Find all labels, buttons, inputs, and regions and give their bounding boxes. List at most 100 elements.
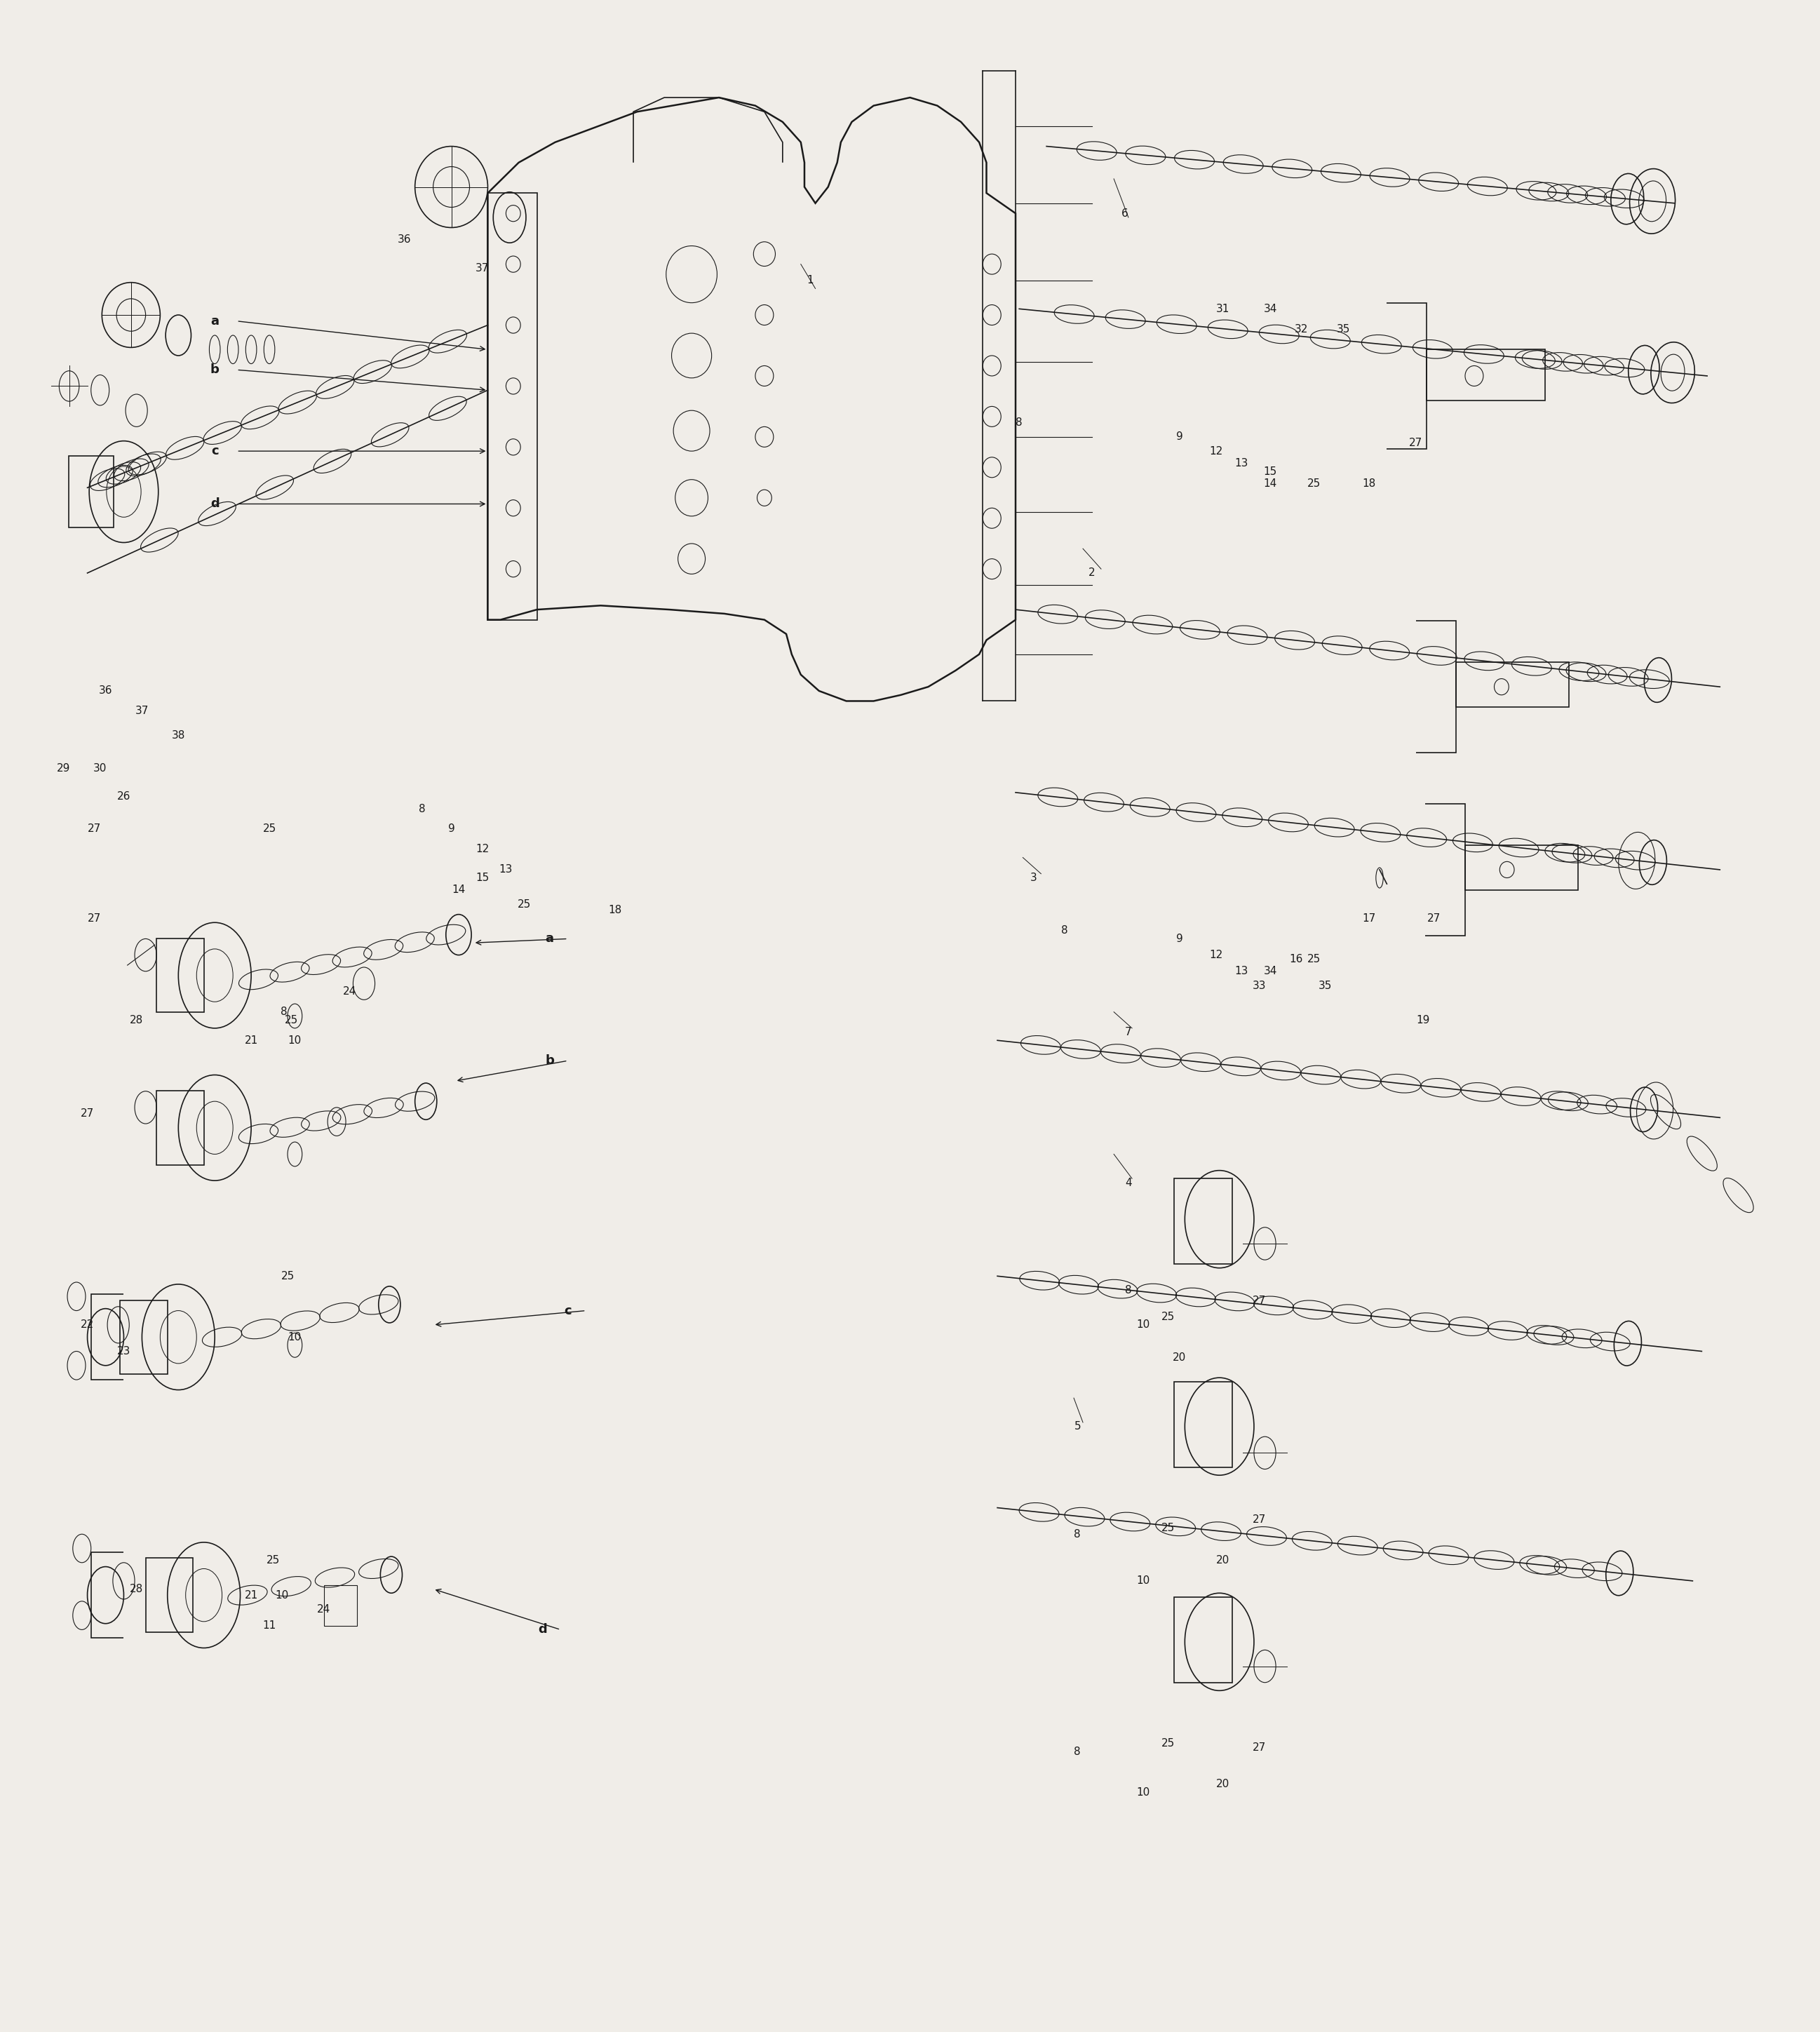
Bar (1456, 662, 1569, 707)
Text: 2: 2 (1088, 567, 1096, 579)
Text: 7: 7 (1125, 1026, 1132, 1038)
Text: 13: 13 (1234, 965, 1249, 977)
Text: 32: 32 (1294, 323, 1309, 335)
Text: 27: 27 (87, 912, 102, 925)
Text: 21: 21 (244, 1034, 258, 1046)
Text: 28: 28 (129, 1014, 144, 1026)
Bar (1174, 1382, 1232, 1467)
Text: 24: 24 (317, 1603, 331, 1615)
Bar (120, 1300, 167, 1374)
Text: 27: 27 (1252, 1294, 1267, 1307)
Text: 8: 8 (1061, 925, 1068, 937)
Text: 10: 10 (1136, 1575, 1150, 1587)
Text: 25: 25 (517, 898, 531, 910)
Text: 35: 35 (1336, 323, 1350, 335)
Bar (157, 1091, 204, 1164)
Text: 6: 6 (1121, 207, 1128, 219)
Text: 13: 13 (499, 864, 513, 876)
Bar (1465, 845, 1578, 890)
Text: 9: 9 (448, 823, 455, 835)
Text: 8: 8 (280, 1006, 288, 1018)
Text: 27: 27 (87, 823, 102, 835)
Text: 25: 25 (284, 1014, 298, 1026)
Text: 27: 27 (1427, 912, 1441, 925)
Text: 23: 23 (116, 1345, 131, 1357)
Text: b: b (546, 1055, 553, 1067)
Text: c: c (564, 1305, 571, 1317)
Text: 10: 10 (288, 1331, 302, 1343)
Text: 27: 27 (1252, 1514, 1267, 1526)
Text: 25: 25 (266, 1554, 280, 1567)
Text: 10: 10 (275, 1589, 289, 1601)
Text: 18: 18 (1361, 478, 1376, 490)
Text: 14: 14 (451, 884, 466, 896)
Text: d: d (539, 1624, 546, 1636)
Text: 5: 5 (1074, 1420, 1081, 1433)
Text: 38: 38 (171, 729, 186, 742)
Text: 25: 25 (1161, 1737, 1176, 1750)
Text: 27: 27 (80, 1107, 95, 1120)
Text: 15: 15 (1263, 465, 1278, 478)
Text: 27: 27 (1409, 437, 1423, 449)
Bar (1174, 1597, 1232, 1682)
Text: 10: 10 (288, 1034, 302, 1046)
Text: 33: 33 (1252, 979, 1267, 992)
Text: 34: 34 (1263, 303, 1278, 315)
Text: 8: 8 (1016, 417, 1023, 429)
Text: 12: 12 (475, 843, 490, 855)
Text: b: b (211, 364, 218, 376)
Text: 17: 17 (1361, 912, 1376, 925)
Text: 25: 25 (1161, 1522, 1176, 1534)
Text: 11: 11 (262, 1620, 277, 1632)
Text: 25: 25 (262, 823, 277, 835)
Text: 37: 37 (475, 262, 490, 274)
Text: a: a (211, 315, 218, 327)
Text: 14: 14 (1263, 478, 1278, 490)
Text: 20: 20 (1172, 1351, 1187, 1363)
Text: 13: 13 (1234, 457, 1249, 469)
Text: 21: 21 (244, 1589, 258, 1601)
Text: 8: 8 (1074, 1745, 1081, 1758)
Text: 20: 20 (1216, 1554, 1230, 1567)
Text: 10: 10 (1136, 1319, 1150, 1331)
Text: 8: 8 (419, 803, 426, 815)
Text: 9: 9 (1176, 933, 1183, 945)
Text: 25: 25 (1307, 953, 1321, 965)
Text: 35: 35 (1318, 979, 1332, 992)
Bar (157, 939, 204, 1012)
Text: 28: 28 (129, 1583, 144, 1595)
Text: 34: 34 (1263, 965, 1278, 977)
Text: c: c (211, 445, 218, 457)
Text: a: a (546, 933, 553, 945)
Text: d: d (211, 498, 218, 510)
Text: 10: 10 (1136, 1786, 1150, 1798)
Bar (146, 1559, 193, 1632)
Text: 12: 12 (1208, 949, 1223, 961)
Bar (69, 457, 113, 526)
Text: 4: 4 (1125, 1177, 1132, 1189)
Text: 22: 22 (80, 1319, 95, 1331)
Text: 12: 12 (1208, 445, 1223, 457)
Text: 16: 16 (1289, 953, 1303, 965)
Text: 36: 36 (397, 234, 411, 246)
Text: 25: 25 (1161, 1311, 1176, 1323)
Text: 15: 15 (475, 872, 490, 884)
Text: 26: 26 (116, 790, 131, 803)
Text: 30: 30 (93, 762, 107, 774)
Text: 18: 18 (608, 904, 622, 916)
Text: 19: 19 (1416, 1014, 1431, 1026)
Text: 31: 31 (1216, 303, 1230, 315)
Bar (1174, 1179, 1232, 1264)
Text: 8: 8 (1125, 1284, 1132, 1296)
Text: 9: 9 (1176, 431, 1183, 443)
Text: 20: 20 (1216, 1778, 1230, 1790)
Text: 37: 37 (135, 705, 149, 717)
Text: 36: 36 (98, 685, 113, 697)
Text: 1: 1 (806, 274, 814, 287)
Text: 29: 29 (56, 762, 71, 774)
Text: 25: 25 (1307, 478, 1321, 490)
Bar (324, 1585, 357, 1626)
Text: 8: 8 (1074, 1528, 1081, 1540)
Text: 25: 25 (280, 1270, 295, 1282)
Text: 27: 27 (1252, 1741, 1267, 1754)
